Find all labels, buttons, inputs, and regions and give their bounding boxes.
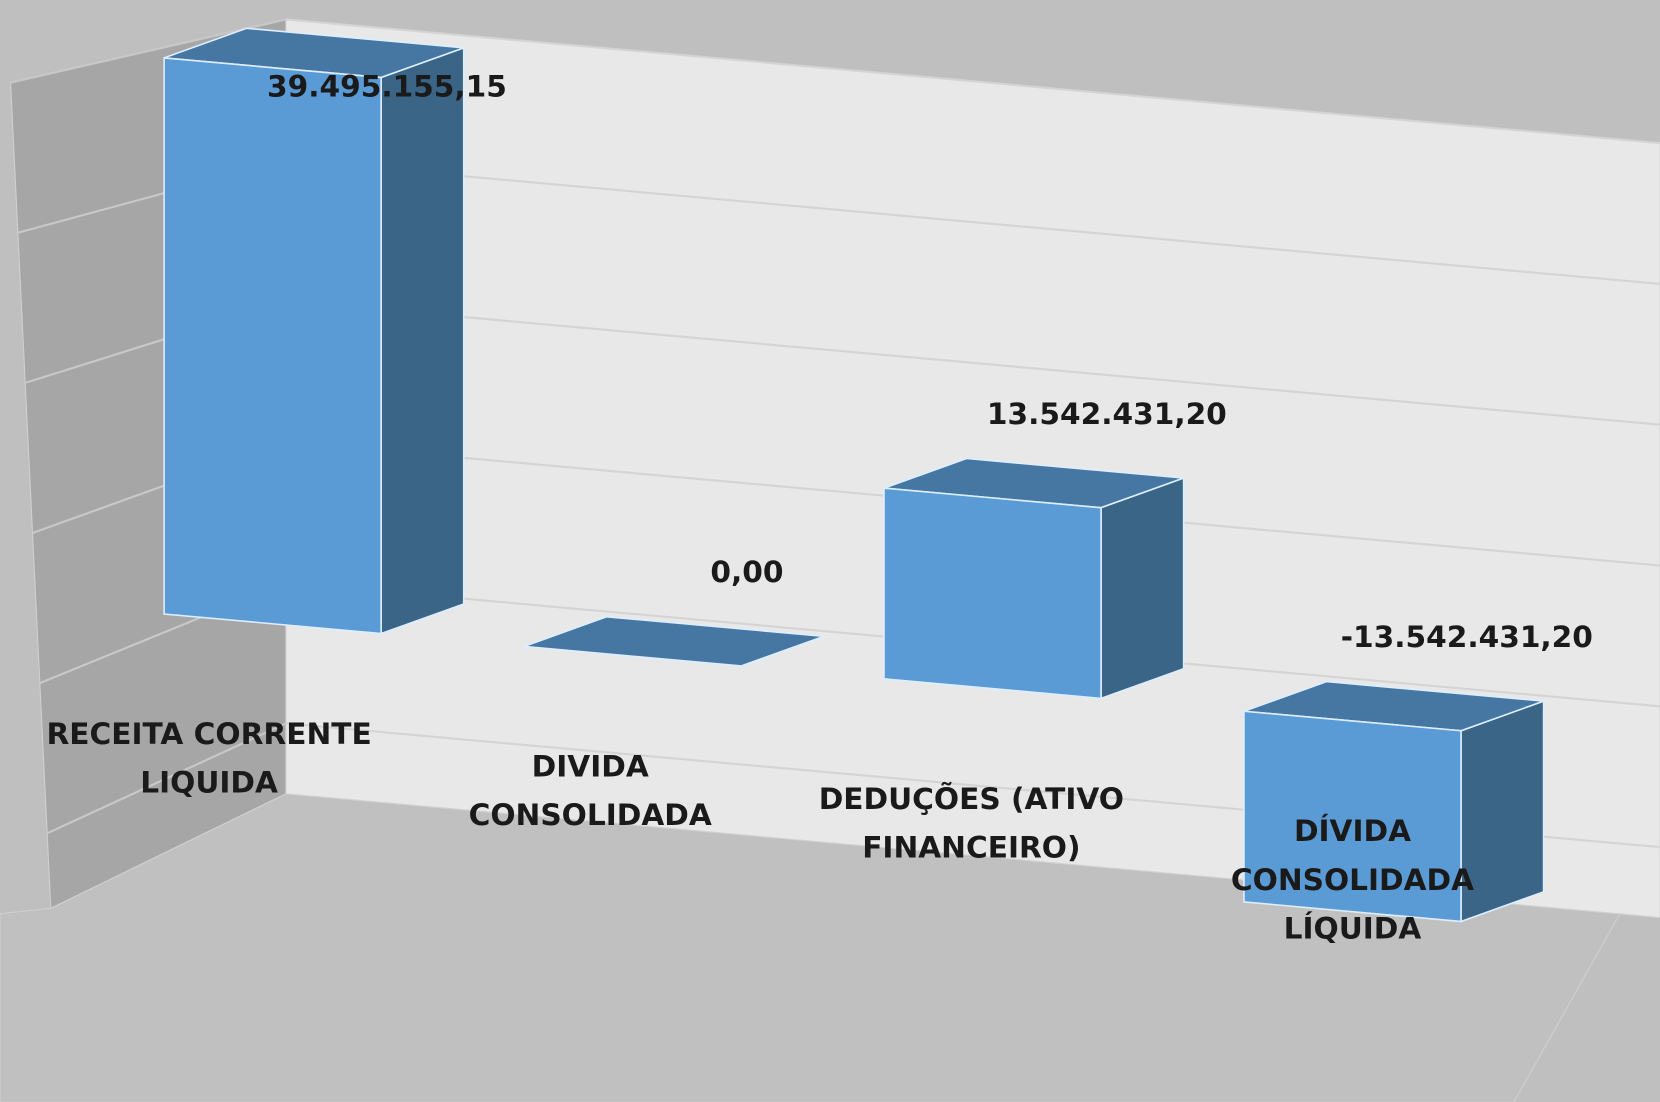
value-label: 0,00 [710, 554, 783, 589]
floor [0, 793, 1621, 1102]
bar-side [1100, 476, 1185, 700]
value-label: 39.495.155,15 [267, 68, 507, 103]
value-label: -13.542.431,20 [1341, 619, 1593, 654]
grid-line [285, 159, 1660, 285]
grid-line [285, 18, 1660, 145]
value-label: 13.542.431,20 [987, 396, 1227, 431]
bar [883, 457, 1185, 700]
x-tick-label: DEDUÇÕES (ATIVO FINANCEIRO) [819, 779, 1124, 864]
bar [523, 615, 824, 667]
bar [1243, 680, 1545, 923]
grid-line [285, 299, 1660, 426]
grid-line [46, 722, 287, 835]
bar-top [523, 615, 824, 667]
bar-front [1243, 710, 1462, 923]
bar-front [163, 57, 382, 635]
bar-side [380, 46, 465, 635]
x-tick-label: RECEITA CORRENTE LIQUIDA [46, 715, 371, 799]
bar-front [883, 487, 1102, 700]
x-tick-label: DÍVIDA CONSOLIDADA LÍQUIDA [1231, 813, 1474, 945]
bar [163, 27, 465, 635]
x-tick-label: DIVIDA CONSOLIDADA [469, 748, 712, 832]
